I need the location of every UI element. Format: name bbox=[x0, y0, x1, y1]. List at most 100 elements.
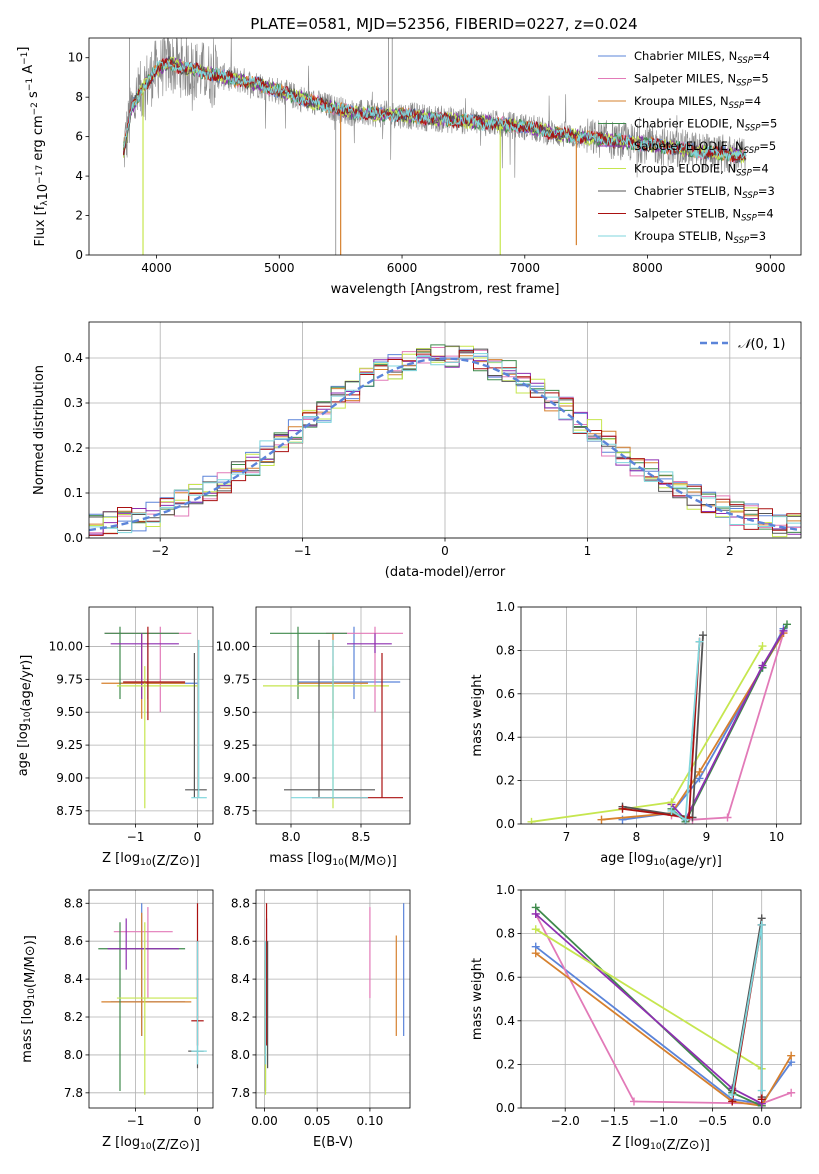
weight-marker bbox=[723, 813, 732, 822]
legend: Chabrier MILES, NSSP=4 Salpeter MILES, NS… bbox=[598, 49, 777, 246]
x-axis-label: Z [log10(Z/Z⊙)] bbox=[102, 1135, 200, 1153]
axes-frame bbox=[520, 606, 802, 825]
legend-label: Kroupa MILES, NSSP=4 bbox=[634, 94, 761, 111]
y-tick-label: 0.0 bbox=[496, 1101, 515, 1115]
x-tick-label: 0.05 bbox=[304, 1114, 331, 1128]
legend: 𝒩(0, 1) bbox=[700, 337, 785, 352]
x-axis-label: Z [log10(Z/Z⊙)] bbox=[102, 851, 200, 869]
weight-marker bbox=[629, 1097, 638, 1106]
y-tick-label: 9.50 bbox=[56, 705, 83, 719]
weight-series bbox=[535, 913, 763, 1105]
axes-frame bbox=[520, 889, 802, 1109]
weight-marker bbox=[531, 949, 540, 958]
chart-spectrum: 4000 5000 6000 7000 8000 9000 0 2 4 6 8 10 Chabrier … bbox=[16, 37, 802, 297]
axes-frame bbox=[255, 889, 411, 1109]
y-tick-label: 0.2 bbox=[496, 1057, 515, 1071]
plot-area bbox=[263, 626, 403, 809]
weight-series bbox=[534, 913, 792, 1105]
y-tick-label: 8.2 bbox=[231, 1010, 250, 1024]
x-tick-label: 8000 bbox=[632, 261, 663, 275]
weight-marker bbox=[787, 1051, 796, 1060]
y-tick-label: 9.25 bbox=[223, 738, 250, 752]
y-tick-label: 2 bbox=[75, 209, 83, 223]
y-tick-label: 9.75 bbox=[56, 672, 83, 686]
weight-series bbox=[622, 628, 785, 821]
x-axis-label: age [log10(age/yr)] bbox=[600, 851, 722, 869]
y-tick-label: 7.8 bbox=[64, 1086, 83, 1100]
figure-title: PLATE=0581, MJD=52356, FIBERID=0227, z=0… bbox=[250, 15, 637, 33]
grid-lines bbox=[89, 890, 213, 1108]
weight-series bbox=[535, 906, 763, 1107]
weight-marker bbox=[757, 1095, 766, 1104]
y-tick-label: 0.6 bbox=[496, 687, 515, 701]
y-tick-label: 8.4 bbox=[231, 972, 250, 986]
x-tick-label: 0.0 bbox=[752, 1114, 771, 1128]
y-tick-label: 0.4 bbox=[64, 351, 83, 365]
plot-area bbox=[98, 903, 207, 1095]
axes-frame bbox=[88, 37, 802, 256]
x-tick-label: 0.10 bbox=[357, 1114, 384, 1128]
weight-marker bbox=[728, 1090, 737, 1099]
normal-curve bbox=[89, 357, 801, 532]
x-tick-label: 2 bbox=[726, 544, 734, 558]
y-tick-label: 0 bbox=[75, 248, 83, 262]
legend-label: Salpeter STELIB, NSSP=4 bbox=[634, 207, 774, 224]
x-axis-label: (data-model)/error bbox=[385, 565, 506, 580]
y-tick-label: 8.8 bbox=[231, 896, 250, 910]
weight-marker bbox=[667, 798, 676, 807]
x-tick-label: −1 bbox=[294, 544, 312, 558]
y-tick-label: 6 bbox=[75, 130, 83, 144]
x-tick-label: 0 bbox=[194, 830, 202, 844]
weight-series bbox=[731, 924, 763, 1096]
y-axis-label: Normed distribution bbox=[32, 365, 47, 495]
model-spectrum bbox=[123, 60, 747, 161]
plot-area bbox=[527, 620, 791, 824]
grid-lines bbox=[521, 889, 801, 1109]
legend-label: Kroupa ELODIE, NSSP=4 bbox=[634, 162, 769, 179]
x-axis-label: E(B-V) bbox=[313, 1135, 353, 1150]
x-tick-label: 5000 bbox=[264, 261, 295, 275]
y-tick-label: 10 bbox=[68, 51, 83, 65]
y-axis-label: mass weight bbox=[470, 674, 485, 756]
grid-lines bbox=[256, 890, 410, 1108]
weight-marker bbox=[681, 815, 690, 824]
legend-label: Chabrier MILES, NSSP=4 bbox=[634, 49, 770, 66]
y-tick-label: 8.6 bbox=[231, 934, 250, 948]
y-tick-label: 0.4 bbox=[496, 1014, 515, 1028]
x-tick-label: 9000 bbox=[755, 261, 786, 275]
x-axis-label: mass [log10(M/M⊙)] bbox=[269, 851, 397, 869]
y-tick-label: 8.8 bbox=[64, 896, 83, 910]
y-tick-label: 0.0 bbox=[496, 817, 515, 831]
axes-frame bbox=[88, 606, 214, 825]
plot-area bbox=[89, 344, 801, 538]
x-tick-label: 4000 bbox=[141, 261, 172, 275]
weight-marker bbox=[758, 661, 767, 670]
y-tick-label: 8.2 bbox=[64, 1010, 83, 1024]
residual-histogram bbox=[89, 353, 801, 534]
y-tick-label: 9.00 bbox=[56, 771, 83, 785]
y-tick-label: 9.50 bbox=[223, 705, 250, 719]
x-axis-label: Z [log10(Z/Z⊙)] bbox=[612, 1135, 710, 1153]
plot-area bbox=[122, 38, 747, 255]
weight-marker bbox=[757, 1086, 766, 1095]
y-tick-label: 0.2 bbox=[496, 774, 515, 788]
y-tick-label: 9.25 bbox=[56, 738, 83, 752]
y-tick-label: 0.8 bbox=[496, 643, 515, 657]
x-tick-label: 0 bbox=[194, 1114, 202, 1128]
x-tick-label: 8.0 bbox=[281, 830, 300, 844]
y-tick-label: 7.8 bbox=[231, 1086, 250, 1100]
weight-marker bbox=[695, 637, 704, 646]
y-tick-label: 8.0 bbox=[231, 1048, 250, 1062]
plot-area bbox=[531, 903, 796, 1108]
chart-residuals: −2 −1 0 1 2 0.0 0.1 0.2 0.3 0.4 𝒩(0, 1) (data-model… bbox=[32, 321, 802, 580]
weight-series bbox=[670, 630, 785, 822]
y-axis-label: mass [log10(M/M⊙)] bbox=[20, 935, 38, 1063]
y-tick-label: 8.0 bbox=[64, 1048, 83, 1062]
weight-marker bbox=[783, 620, 791, 629]
weight-marker bbox=[758, 642, 767, 651]
x-tick-label: −2 bbox=[151, 544, 169, 558]
x-axis-label: wavelength [Angstrom, rest frame] bbox=[331, 282, 560, 297]
x-tick-label: 9 bbox=[703, 830, 711, 844]
weight-marker bbox=[779, 626, 788, 635]
weight-marker bbox=[787, 1088, 796, 1097]
